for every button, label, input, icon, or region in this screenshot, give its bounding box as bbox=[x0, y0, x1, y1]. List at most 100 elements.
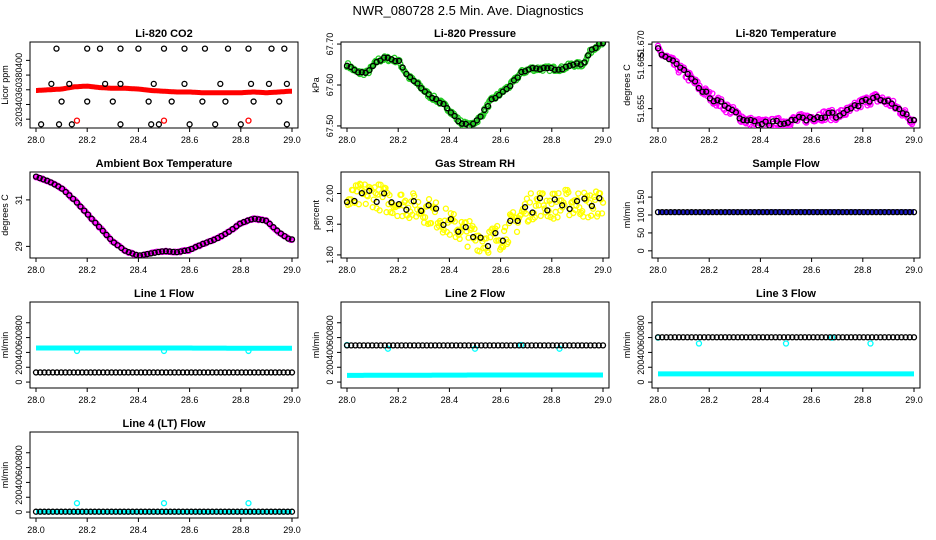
data-point bbox=[524, 218, 532, 225]
data-point bbox=[835, 208, 842, 216]
data-point bbox=[162, 508, 170, 515]
data-point bbox=[87, 508, 94, 515]
data-point bbox=[112, 508, 119, 515]
data-point bbox=[747, 116, 754, 124]
data-point bbox=[464, 243, 471, 250]
data-point bbox=[403, 206, 410, 213]
data-point bbox=[58, 508, 65, 515]
data-point bbox=[395, 200, 403, 208]
plot-area bbox=[32, 500, 296, 515]
chart-title: Ambient Box Temperature bbox=[96, 158, 233, 170]
data-point bbox=[885, 334, 892, 341]
data-band bbox=[36, 83, 292, 96]
x-tick-label: 28.2 bbox=[78, 525, 96, 535]
x-tick-label: 29.0 bbox=[905, 395, 923, 405]
x-tick-label: 28.8 bbox=[854, 265, 872, 275]
data-point bbox=[181, 80, 188, 88]
x-tick-label: 28.0 bbox=[338, 135, 356, 145]
data-point bbox=[141, 508, 149, 515]
data-point bbox=[96, 45, 104, 52]
data-point bbox=[663, 208, 670, 216]
data-point bbox=[768, 334, 775, 341]
data-point bbox=[45, 508, 52, 515]
data-point bbox=[588, 202, 596, 210]
x-tick-label: 28.0 bbox=[649, 395, 667, 405]
data-point bbox=[53, 369, 61, 376]
data-point bbox=[238, 508, 245, 515]
data-point bbox=[234, 369, 241, 376]
data-point bbox=[133, 508, 140, 515]
data-point bbox=[659, 208, 666, 216]
data-point bbox=[536, 66, 544, 73]
data-point bbox=[160, 347, 168, 355]
data-point bbox=[283, 80, 291, 88]
data-point bbox=[792, 116, 799, 124]
data-point bbox=[684, 208, 691, 216]
x-tick-label: 28.4 bbox=[441, 265, 459, 275]
data-point bbox=[425, 202, 432, 209]
y-tick-label: 800 bbox=[14, 315, 24, 330]
x-tick-label: 28.4 bbox=[441, 395, 459, 405]
data-point bbox=[654, 334, 662, 341]
data-point bbox=[740, 116, 747, 124]
data-point bbox=[499, 342, 506, 349]
chart-title: Sample Flow bbox=[752, 158, 820, 170]
data-point bbox=[536, 194, 544, 202]
data-point bbox=[898, 334, 905, 341]
data-point bbox=[351, 197, 358, 205]
data-point bbox=[881, 208, 888, 216]
data-point bbox=[501, 224, 509, 231]
data-point bbox=[525, 66, 532, 73]
data-point bbox=[446, 231, 453, 238]
data-point bbox=[224, 45, 232, 52]
data-point bbox=[596, 194, 603, 202]
data-point bbox=[62, 508, 69, 515]
data-point bbox=[591, 342, 598, 349]
data-point bbox=[173, 249, 181, 256]
data-point bbox=[831, 208, 838, 216]
y-tick-label: 400 bbox=[14, 53, 24, 68]
data-point bbox=[574, 342, 581, 349]
data-point bbox=[203, 239, 210, 246]
x-tick-label: 29.0 bbox=[283, 135, 301, 145]
data-point bbox=[284, 508, 291, 515]
chart-rh: Gas Stream RH percent 1.80 1.90 2.00 28.0 28.2… bbox=[311, 158, 612, 275]
x-tick-label: 28.4 bbox=[752, 265, 770, 275]
data-point bbox=[79, 369, 86, 376]
data-point bbox=[789, 208, 796, 216]
x-tick-label: 28.8 bbox=[543, 265, 561, 275]
data-point bbox=[906, 334, 913, 341]
data-point bbox=[789, 334, 796, 341]
data-point bbox=[566, 62, 573, 69]
data-point bbox=[117, 45, 124, 52]
plot-frame bbox=[651, 301, 921, 389]
plot-frame bbox=[29, 431, 299, 519]
data-point bbox=[221, 508, 229, 515]
data-point bbox=[835, 334, 842, 341]
data-point bbox=[870, 94, 877, 102]
data-point bbox=[877, 334, 884, 341]
data-point bbox=[91, 508, 98, 515]
data-point bbox=[565, 189, 572, 196]
data-point bbox=[810, 334, 817, 341]
x-tick-label: 28.6 bbox=[803, 265, 821, 275]
data-point bbox=[695, 340, 703, 347]
chart-title: Line 4 (LT) Flow bbox=[123, 418, 206, 430]
data-point bbox=[514, 217, 521, 225]
data-point bbox=[566, 342, 573, 349]
data-point bbox=[384, 54, 391, 61]
data-point bbox=[709, 334, 716, 341]
data-point bbox=[374, 191, 381, 198]
data-point bbox=[587, 212, 595, 219]
data-point bbox=[259, 508, 266, 515]
data-point bbox=[821, 114, 829, 121]
data-point bbox=[87, 369, 94, 376]
data-point bbox=[349, 186, 357, 194]
data-point bbox=[366, 67, 373, 74]
data-point bbox=[494, 222, 501, 230]
data-point bbox=[388, 199, 395, 206]
data-point bbox=[654, 208, 662, 216]
data-point bbox=[83, 508, 90, 515]
x-tick-label: 28.6 bbox=[181, 395, 199, 405]
data-point bbox=[795, 113, 803, 121]
